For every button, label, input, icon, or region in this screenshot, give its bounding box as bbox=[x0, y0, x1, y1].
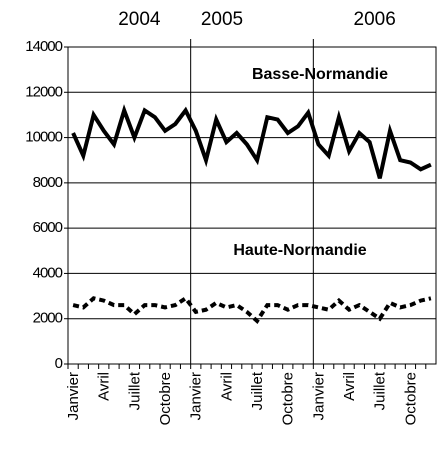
y-tick-label: 8000 bbox=[33, 174, 63, 191]
series-label: Basse-Normandie bbox=[252, 66, 388, 83]
x-tick-label: Janvier bbox=[188, 372, 205, 420]
x-tick-label: Juillet bbox=[126, 371, 143, 410]
y-tick-label: 2000 bbox=[33, 310, 63, 327]
series-line bbox=[71, 104, 432, 179]
y-tick-label: 6000 bbox=[33, 219, 63, 236]
series-label: Haute-Normandie bbox=[233, 242, 366, 259]
x-tick-label: Juillet bbox=[249, 371, 266, 410]
x-tick-label: Juillet bbox=[372, 371, 389, 410]
y-tick-label: 12000 bbox=[25, 83, 62, 100]
x-tick-label: Janvier bbox=[310, 372, 327, 420]
y-tick-label: 4000 bbox=[33, 264, 63, 281]
x-tick-label: Avril bbox=[218, 372, 235, 401]
series-line bbox=[72, 295, 432, 325]
x-tick-label: Janvier bbox=[65, 372, 82, 420]
year-label: 2006 bbox=[354, 9, 396, 30]
y-tick-label: 0 bbox=[55, 355, 63, 372]
x-tick-label: Avril bbox=[96, 372, 113, 401]
year-label: 2005 bbox=[201, 9, 243, 30]
y-tick-label: 14000 bbox=[25, 38, 62, 55]
year-label: 2004 bbox=[118, 9, 161, 30]
x-tick-label: Avril bbox=[341, 372, 358, 401]
x-tick-label: Octobre bbox=[402, 372, 419, 425]
y-tick-label: 10000 bbox=[25, 129, 62, 146]
x-tick-label: Octobre bbox=[157, 372, 174, 425]
x-tick-label: Octobre bbox=[280, 372, 297, 425]
